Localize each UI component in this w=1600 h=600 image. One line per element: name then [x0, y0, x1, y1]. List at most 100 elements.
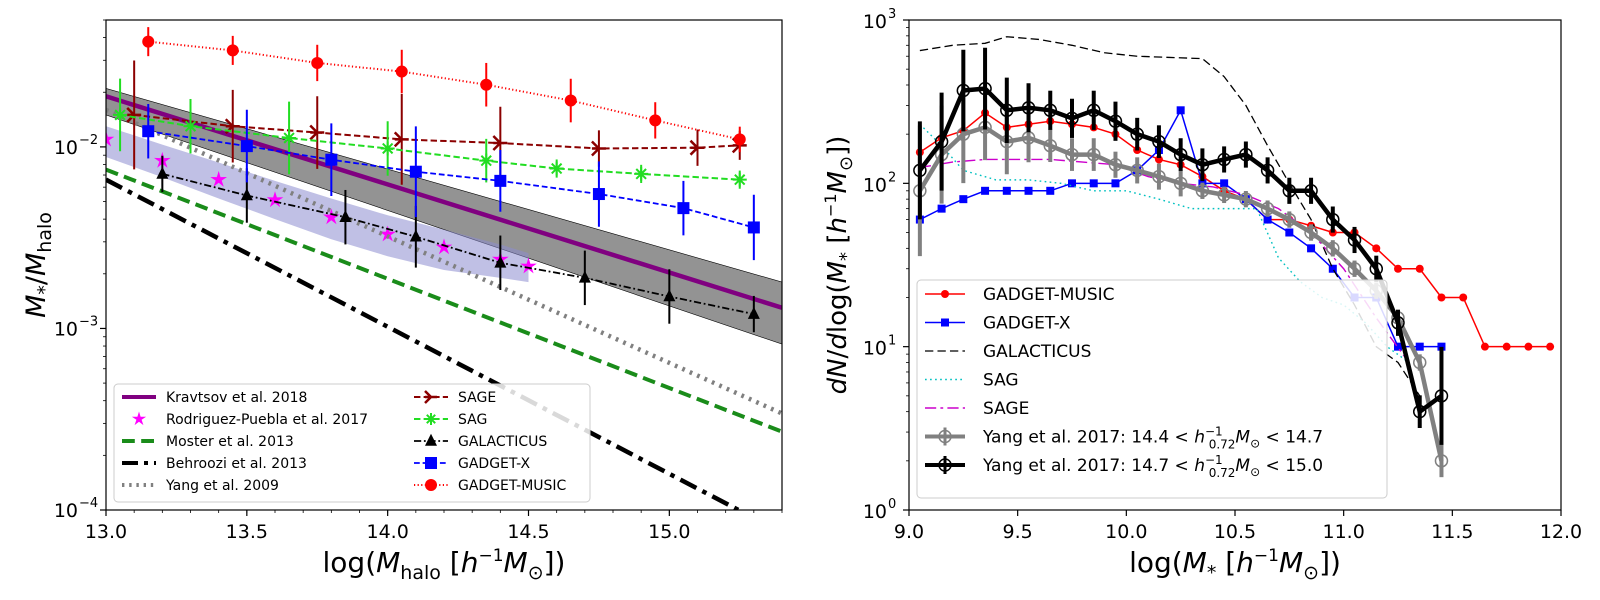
sag-point — [634, 166, 649, 181]
legend-marker — [425, 433, 437, 446]
right-ytick-label: 10 — [863, 338, 887, 360]
sage-point — [309, 124, 325, 141]
legend-label: GADGET-MUSIC — [458, 478, 567, 494]
legend-label: Yang et al. 2017: 14.7 < h−1 0.72M⊙ < 15.… — [982, 453, 1323, 480]
yang-et-al-2017-14-4-h-0-72-1-m-sun-14-7-point — [1217, 188, 1231, 202]
right-xtick-label: 10.5 — [1214, 521, 1256, 543]
left-xtick-label: 14.5 — [507, 521, 549, 543]
gadget-music-point — [311, 56, 324, 69]
yang-et-al-2017-14-7-h-0-72-1-m-sun-15-0-point — [1021, 101, 1036, 115]
galacticus-point — [578, 270, 591, 283]
legend-item-yang-et-al-2017-14-4-h-0-72-1-m-sun-14-7: Yang et al. 2017: 14.4 < h−1 0.72M⊙ < 14.… — [925, 425, 1323, 452]
yang-et-al-2017-14-7-h-0-72-1-m-sun-15-0-point — [1086, 103, 1101, 118]
yang-et-al-2017-14-4-h-0-72-1-m-sun-14-7-point — [1086, 147, 1101, 162]
left-ytick-exponent: −4 — [79, 496, 98, 511]
left-ytick-exponent: −3 — [79, 314, 98, 329]
legend-marker — [941, 318, 949, 327]
galacticus-point — [240, 188, 253, 201]
yang-et-al-2009-series — [106, 107, 782, 416]
rodriguez-puebla-et-al-2017-point — [520, 257, 537, 274]
right-xtick-label: 12.0 — [1540, 521, 1582, 543]
yang-et-al-2017-14-7-h-0-72-1-m-sun-15-0-point — [1217, 152, 1231, 167]
legend-item-moster-et-al-2013: Moster et al. 2013 — [122, 434, 294, 450]
legend-label: GALACTICUS — [458, 434, 547, 450]
right-xtick-label: 11.5 — [1431, 521, 1473, 543]
rodriguez-puebla-et-al-2017-point — [379, 225, 396, 242]
sage-point — [126, 107, 142, 123]
legend-marker — [425, 479, 437, 491]
yang-et-al-2017-14-4-h-0-72-1-m-sun-14-7-point — [1065, 147, 1079, 162]
sag-line — [919, 123, 1410, 364]
yang-et-al-2017-14-4-h-0-72-1-m-sun-14-7-point — [1108, 157, 1123, 172]
left-xtick-label: 13.0 — [85, 521, 127, 543]
legend-item-galacticus: GALACTICUS — [925, 342, 1091, 362]
gadget-music-point — [649, 114, 662, 127]
gadget-music-series — [142, 27, 746, 153]
yang-et-al-2009-line — [106, 107, 782, 416]
yang-et-al-2017-14-4-h-0-72-1-m-sun-14-7-point — [1260, 201, 1275, 216]
gadget-music-point — [395, 65, 408, 78]
right-xtick-label: 10.0 — [1105, 521, 1147, 543]
left-frame — [105, 19, 783, 511]
gadget-x-point — [1024, 186, 1033, 195]
gadget-music-point — [226, 44, 239, 57]
left-xtick-label: 15.0 — [648, 521, 690, 543]
yang-et-al-2017-14-7-h-0-72-1-m-sun-15-0-point — [1282, 184, 1297, 198]
legend-marker — [938, 429, 952, 444]
moster-et-al-2013-line — [106, 167, 782, 434]
gadget-x-point — [494, 174, 507, 187]
left-ylabel: M*/Mhalo — [21, 212, 56, 318]
legend-label: Yang et al. 2017: 14.4 < h−1 0.72M⊙ < 14.… — [982, 425, 1323, 452]
gadget-music-point — [733, 133, 746, 146]
legend-label: GADGET-X — [983, 314, 1071, 334]
gadget-x-point — [592, 188, 605, 201]
left-legend-box — [113, 383, 591, 503]
gadget-x-point — [1046, 186, 1055, 195]
gadget-x-point — [747, 221, 760, 234]
right-ytick-exponent: 0 — [888, 497, 896, 512]
legend-marker — [131, 411, 147, 426]
yang-et-al-2017-14-7-h-0-72-1-m-sun-15-0-point — [1152, 134, 1166, 149]
gadget-x-point — [959, 195, 968, 204]
sag-line — [119, 113, 740, 181]
left-bands — [106, 88, 782, 345]
gadget-music-point — [564, 94, 577, 107]
gadget-x-point — [1002, 186, 1011, 195]
yang-et-al-2017-14-7-h-0-72-1-m-sun-15-0-point — [1065, 111, 1079, 126]
yang-et-al-2017-14-7-h-0-72-1-m-sun-15-0-point — [913, 163, 927, 178]
yang-et-al-2017-14-7-h-0-72-1-m-sun-15-0-point — [1347, 233, 1362, 247]
left-panel: 13.0 13.5 14.0 14.5 15.010−410−310−2 M*/Mhal… — [21, 19, 783, 584]
legend-item-sage: SAGE — [414, 390, 496, 406]
yang-et-al-2017-14-7-h-0-72-1-m-sun-15-0-point — [1195, 157, 1210, 172]
yang-et-al-2017-14-4-h-0-72-1-m-sun-14-7-point — [1239, 192, 1253, 206]
right-xlabel: log(M* [h−1M⊙]) — [1129, 546, 1341, 584]
yang-et-al-2017-14-7-h-0-72-1-m-sun-15-0-point — [1173, 147, 1188, 162]
sag-point — [282, 130, 297, 145]
legend-label: Yang et al. 2009 — [165, 478, 279, 494]
sage-point — [689, 139, 705, 156]
sag-point — [380, 141, 395, 156]
galacticus-series — [919, 36, 1421, 397]
yang-et-al-2017-14-7-h-0-72-1-m-sun-15-0-point — [978, 81, 992, 96]
gadget-music-point — [1459, 293, 1468, 302]
yang-et-al-2017-14-7-h-0-72-1-m-sun-15-0-point — [1434, 389, 1449, 403]
legend-label: GALACTICUS — [983, 342, 1091, 362]
yang-et-al-2017-14-4-h-0-72-1-m-sun-14-7-point — [1195, 184, 1210, 198]
legend-label: SAG — [983, 371, 1019, 391]
kravtsov-et-al-2018-band — [106, 88, 782, 345]
legend-marker — [425, 457, 437, 469]
yang-et-al-2017-14-4-h-0-72-1-m-sun-14-7-point — [1326, 241, 1340, 256]
yang-et-al-2017-14-4-h-0-72-1-m-sun-14-7-point — [1434, 454, 1449, 468]
rodriguez-puebla-et-al-2017-band — [106, 126, 529, 283]
gadget-music-point — [1546, 342, 1555, 351]
sag-point — [549, 161, 564, 176]
right-xtick-label: 9.0 — [894, 521, 924, 543]
yang-et-al-2017-14-4-h-0-72-1-m-sun-14-7-point — [1173, 176, 1188, 191]
legend-item-gadget-x: GADGET-X — [925, 314, 1071, 334]
gadget-x-point — [1285, 228, 1294, 237]
moster-et-al-2013-series — [106, 167, 782, 434]
legend-label: Kravtsov et al. 2018 — [166, 390, 307, 406]
legend-item-behroozi-et-al-2013: Behroozi et al. 2013 — [122, 456, 307, 472]
yang-et-al-2017-14-7-h-0-72-1-m-sun-15-0-point — [1043, 103, 1058, 118]
sag-point — [479, 153, 494, 168]
